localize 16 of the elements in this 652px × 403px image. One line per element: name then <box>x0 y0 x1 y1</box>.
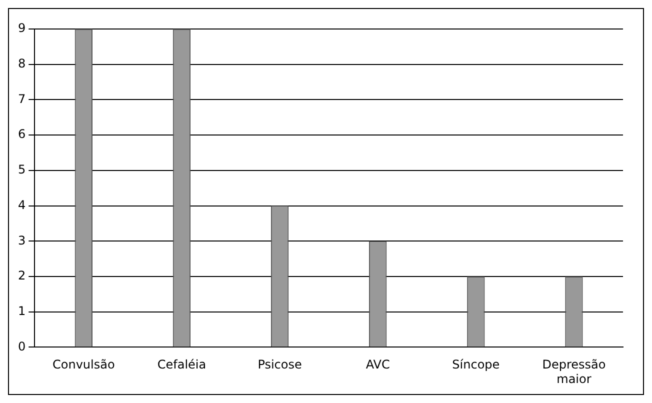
y-tick-label: 4 <box>18 198 26 212</box>
y-tick-label: 6 <box>18 127 26 142</box>
x-tick-label: Cefaléia <box>157 358 206 372</box>
y-tick-label: 2 <box>18 268 26 283</box>
y-tick-label: 5 <box>18 162 26 177</box>
y-tick-label: 1 <box>18 304 26 318</box>
y-tick-label: 7 <box>18 92 26 106</box>
x-tick-label: Síncope <box>452 358 500 372</box>
y-tick-label: 0 <box>18 339 26 354</box>
y-tick-label: 3 <box>18 233 26 248</box>
y-tick-label: 8 <box>18 56 26 70</box>
y-tick-label: 9 <box>18 21 26 36</box>
x-tick-label: Convulsão <box>52 358 115 372</box>
x-tick-label: Psicose <box>258 358 302 372</box>
x-tick-label: AVC <box>366 358 390 372</box>
x-tick-label: Depressão maior <box>542 358 606 386</box>
